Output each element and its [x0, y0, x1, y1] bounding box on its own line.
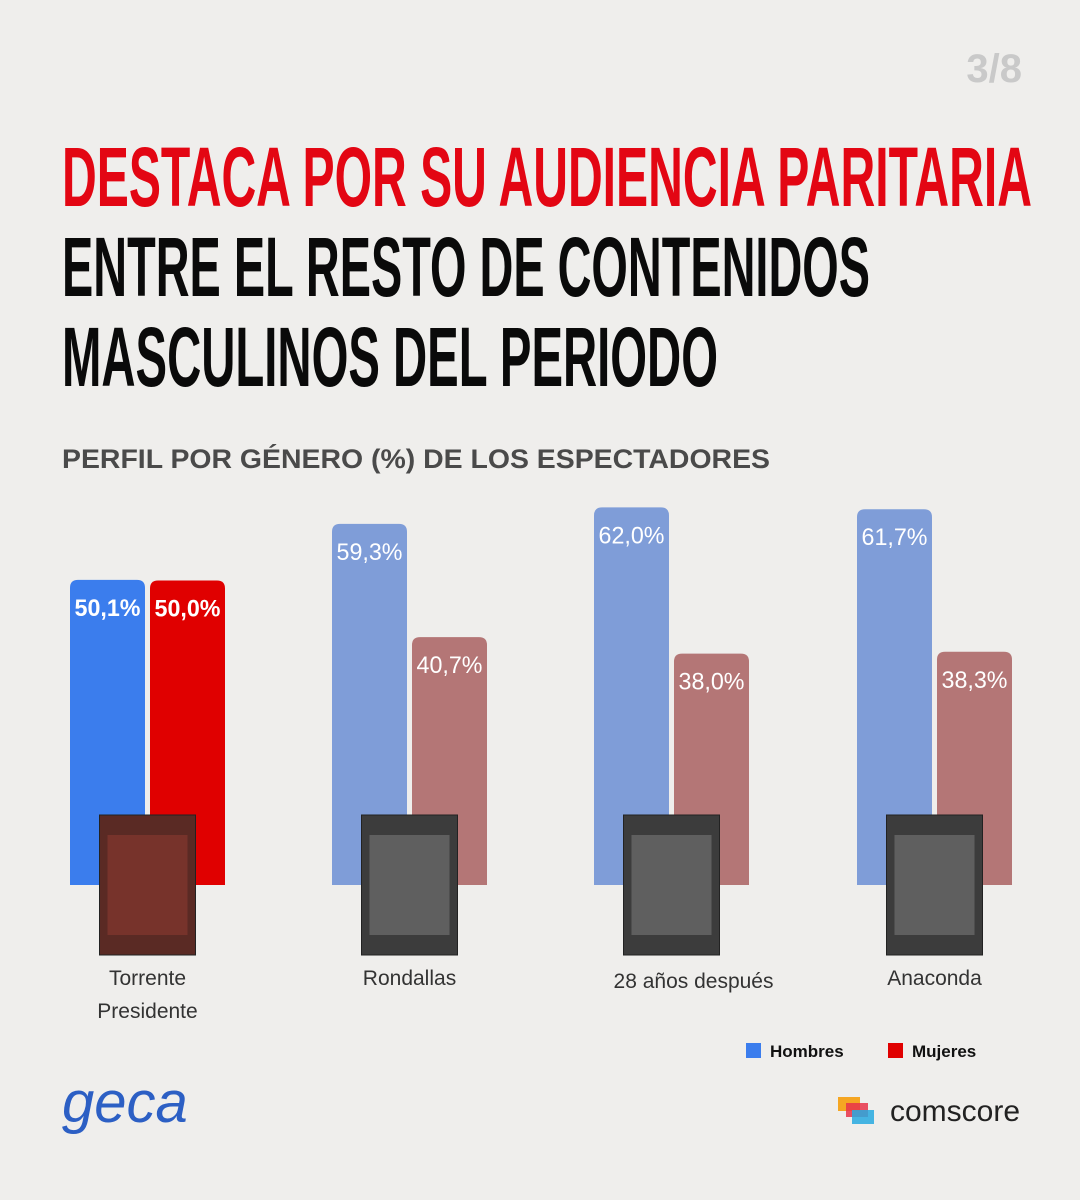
category-label: Rondallas — [362, 967, 457, 990]
poster — [99, 814, 196, 956]
legend-label: Hombres — [770, 1042, 844, 1061]
poster-detail — [369, 835, 450, 935]
category-label: Torrente Presidente — [97, 967, 198, 1023]
data-label: 61,7% — [862, 524, 928, 551]
data-label: 38,0% — [679, 669, 745, 696]
page-number: 3/8 — [966, 47, 1022, 91]
data-label: 50,0% — [155, 596, 221, 623]
bar — [594, 507, 669, 885]
poster — [361, 814, 458, 956]
poster — [623, 814, 720, 956]
category-label: Anaconda — [887, 967, 982, 990]
title-line: DESTACA POR SU AUDIENCIA PARITARIA — [62, 130, 1032, 224]
title-line: ENTRE EL RESTO DE CONTENIDOS — [62, 220, 870, 314]
data-label: 38,3% — [942, 667, 1008, 694]
poster-detail — [631, 835, 712, 935]
category-label: 28 años después — [613, 970, 774, 993]
legend-swatch — [888, 1043, 903, 1058]
data-label: 50,1% — [75, 595, 141, 622]
logo-left: geca — [62, 1070, 188, 1135]
bar — [332, 523, 407, 885]
bar — [150, 580, 225, 885]
logo-icon — [838, 1097, 874, 1124]
title-line: MASCULINOS DEL PERIODO — [62, 310, 718, 404]
poster — [886, 814, 983, 956]
logo-right: comscore — [890, 1095, 1020, 1128]
poster-detail — [894, 835, 975, 935]
legend-swatch — [746, 1043, 761, 1058]
bar — [70, 579, 145, 885]
data-label: 62,0% — [599, 522, 665, 549]
bar — [857, 509, 932, 885]
data-label: 59,3% — [337, 539, 403, 566]
legend-label: Mujeres — [912, 1042, 976, 1061]
data-label: 40,7% — [417, 652, 483, 679]
subtitle: PERFIL POR GÉNERO (%) DE LOS ESPECTADORE… — [62, 443, 770, 474]
poster-detail — [107, 835, 188, 935]
